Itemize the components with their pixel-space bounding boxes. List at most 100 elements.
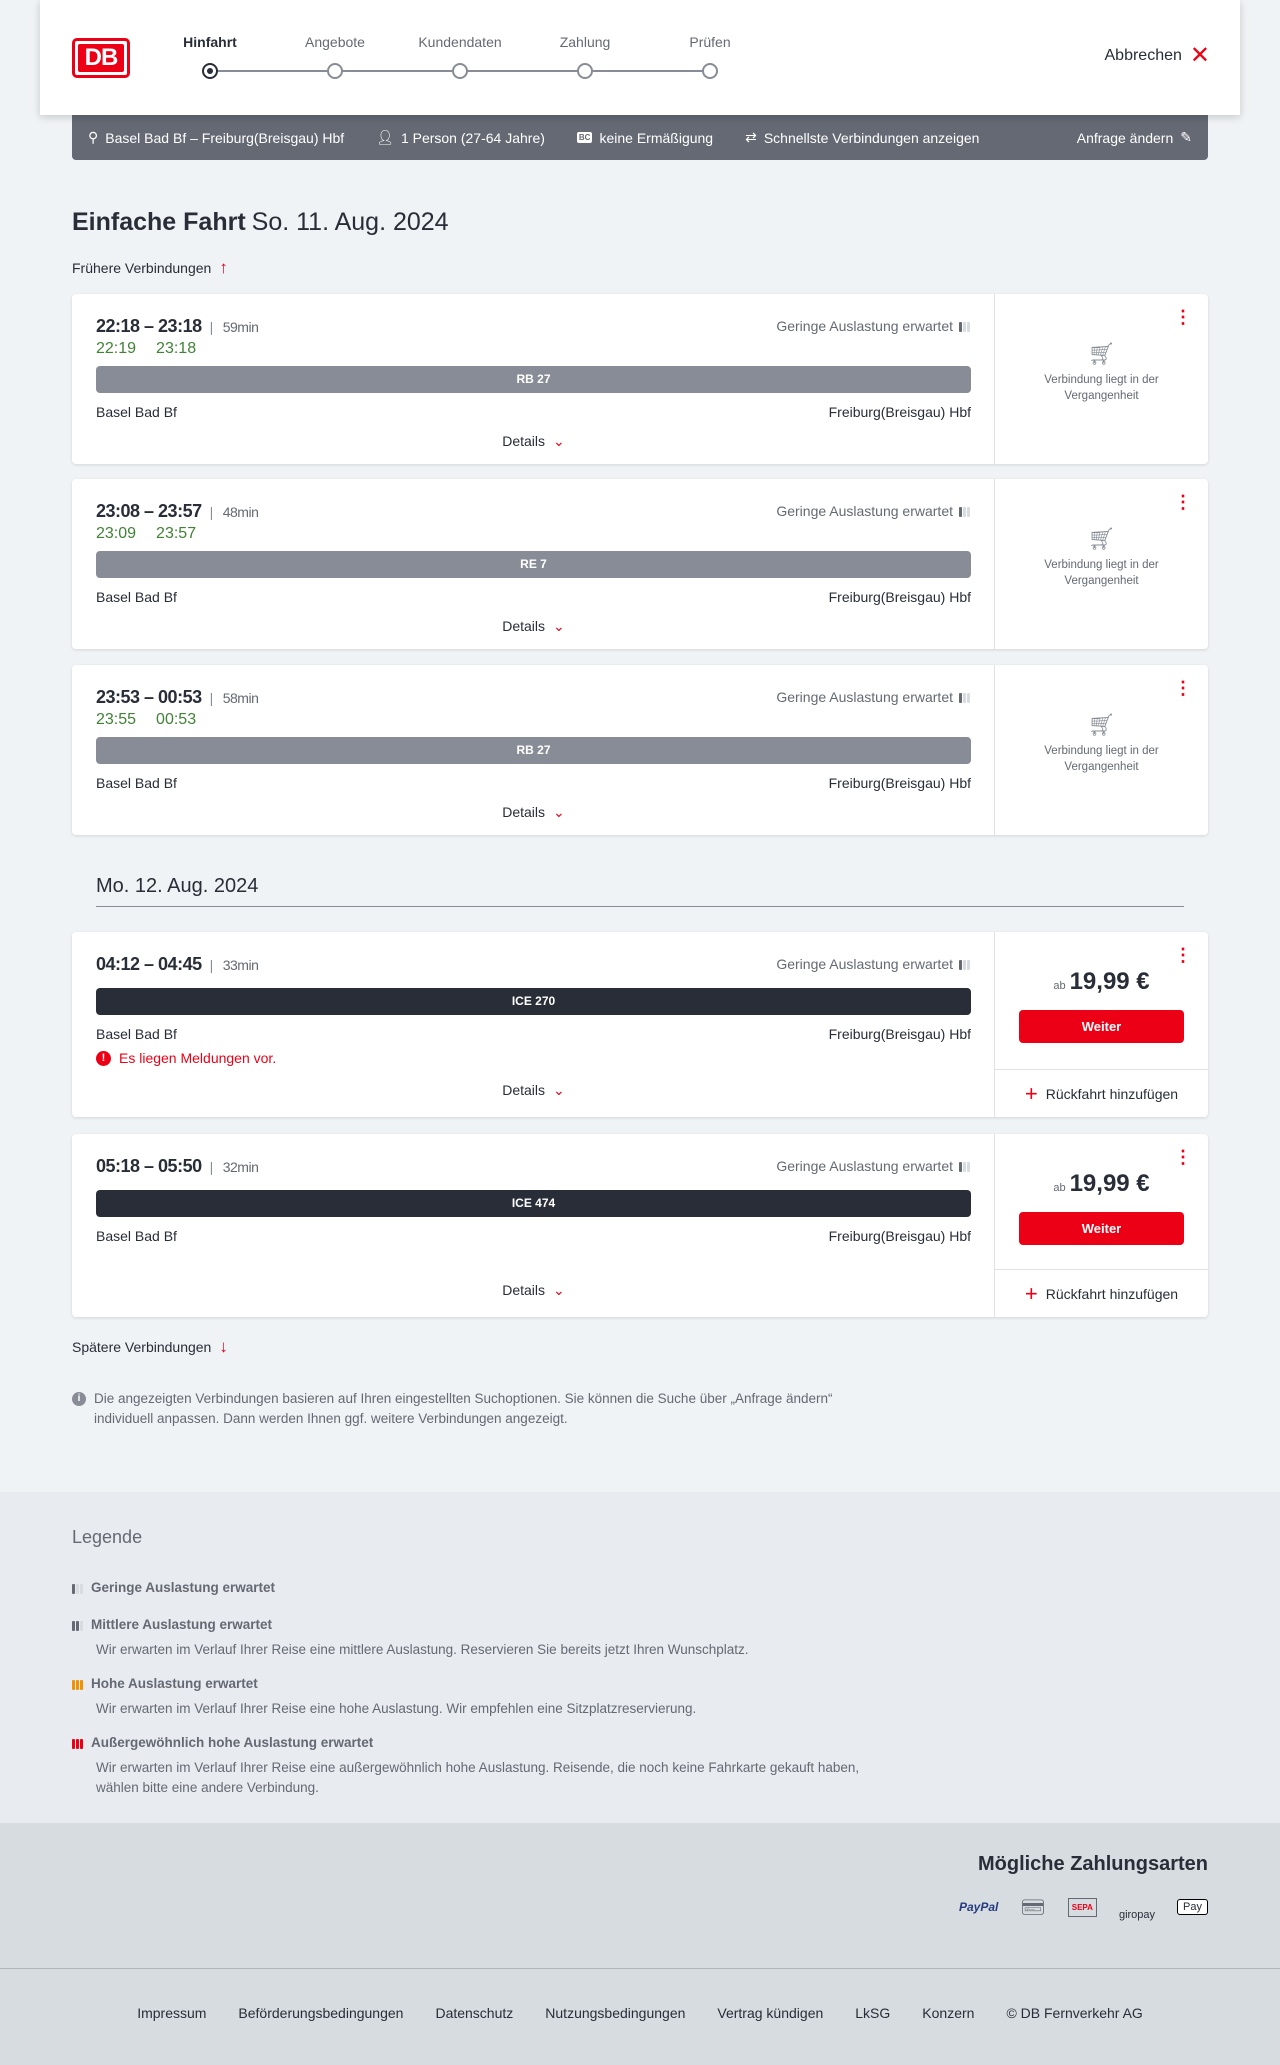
step-indicator[interactable]: [577, 63, 593, 79]
legend-item: Hohe Auslastung erwartet Wir erwarten im …: [72, 1676, 872, 1719]
details-toggle[interactable]: Details ⌄: [72, 1082, 995, 1099]
occupancy-bar: [72, 1620, 75, 1631]
legend-title-text: Außergewöhnlich hohe Auslastung erwartet: [91, 1735, 374, 1750]
add-return-button[interactable]: + Rückfahrt hinzufügen: [995, 1269, 1208, 1317]
cancel-button[interactable]: Abbrechen ✕: [1104, 42, 1211, 69]
footer-link[interactable]: Konzern: [922, 2005, 975, 2021]
times-text: 04:12 – 04:45: [96, 954, 202, 974]
past-connection-notice: 🛒︎ Verbindung liegt in der Vergangenheit: [995, 343, 1208, 404]
paypal-logo: PayPal: [958, 1900, 999, 1914]
legend-title-text: Mittlere Auslastung erwartet: [91, 1617, 273, 1632]
add-return-button[interactable]: + Rückfahrt hinzufügen: [995, 1069, 1208, 1117]
step-indicator[interactable]: [202, 63, 218, 79]
departure-station: Basel Bad Bf: [96, 775, 177, 791]
connection-times: 23:53 – 00:53 58min: [96, 687, 259, 708]
chevron-down-icon: ⌄: [553, 1082, 565, 1098]
more-options-icon[interactable]: ⋮: [1174, 945, 1192, 965]
occupancy-bar: [967, 693, 970, 703]
payment-title: Mögliche Zahlungsarten: [977, 1853, 1208, 1875]
departure-station: Basel Bad Bf: [96, 589, 177, 605]
occupancy-bar: [76, 1679, 79, 1690]
occupancy-icon: [72, 1678, 83, 1690]
cart-unavailable-icon: 🛒︎: [1087, 712, 1116, 737]
past-text: Verbindung liegt in der Vergangenheit: [1044, 745, 1159, 773]
step-label-0[interactable]: Hinfahrt: [183, 34, 237, 50]
price-value: 19,99 €: [1069, 1170, 1150, 1197]
connection-times: 22:18 – 23:18 59min: [96, 316, 259, 337]
realtime-departure: 22:19: [96, 340, 137, 357]
step-indicator[interactable]: [327, 63, 343, 79]
duration: 32min: [210, 1159, 259, 1175]
details-toggle[interactable]: Details ⌄: [72, 618, 995, 635]
step-indicator[interactable]: [702, 63, 718, 79]
footer-link[interactable]: Impressum: [137, 2005, 207, 2021]
realtime-departure: 23:09: [96, 525, 137, 542]
occupancy-bar: [959, 693, 962, 703]
price-prefix: ab: [1053, 1182, 1066, 1194]
bahncard-icon: BC: [576, 132, 593, 143]
continue-button[interactable]: Weiter: [1019, 1010, 1184, 1043]
departure-station: Basel Bad Bf: [96, 1026, 177, 1042]
legend-item-text: Wir erwarten im Verlauf Ihrer Reise eine…: [96, 1701, 697, 1716]
more-options-icon[interactable]: ⋮: [1174, 678, 1192, 698]
price-prefix: ab: [1053, 980, 1066, 992]
occupancy-icon: [959, 1160, 970, 1172]
search-summary-bar: ⚲ Basel Bad Bf – Freiburg(Breisgau) Hbf 👤…: [72, 115, 1208, 160]
footer-link[interactable]: Nutzungsbedingungen: [545, 2005, 686, 2021]
chevron-down-icon: ⌄: [553, 1282, 565, 1298]
step-label-1[interactable]: Angebote: [305, 34, 365, 50]
occupancy-bar: [967, 322, 970, 332]
step-label-4[interactable]: Prüfen: [689, 34, 731, 50]
more-options-icon[interactable]: ⋮: [1174, 492, 1192, 512]
footer-link[interactable]: Vertrag kündigen: [717, 2005, 824, 2021]
occupancy-info: Geringe Auslastung erwartet: [776, 318, 970, 334]
legend-item: Außergewöhnlich hohe Auslastung erwartet…: [72, 1735, 872, 1798]
close-icon: ✕: [1189, 42, 1210, 69]
train-bar[interactable]: ICE 474: [96, 1190, 971, 1217]
offer-panel: ⋮ 🛒︎ Verbindung liegt in der Vergangenheit: [995, 665, 1208, 835]
past-connection-notice: 🛒︎ Verbindung liegt in der Vergangenheit: [995, 712, 1208, 775]
duration: 58min: [210, 690, 259, 706]
location-pin-icon: ⚲: [88, 129, 99, 145]
stations: Basel Bad Bf Freiburg(Breisgau) Hbf: [96, 404, 971, 420]
later-connections-link[interactable]: Spätere Verbindungen ↓: [72, 1337, 228, 1356]
step-label-3[interactable]: Zahlung: [559, 34, 611, 50]
occupancy-bar: [80, 1738, 83, 1749]
train-bar[interactable]: RE 7: [96, 551, 971, 578]
occupancy-bar: [963, 960, 966, 970]
details-toggle[interactable]: Details ⌄: [72, 804, 995, 821]
occupancy-bar: [80, 1620, 83, 1631]
legend-title: Legende: [72, 1527, 143, 1547]
messages-notice[interactable]: ! Es liegen Meldungen vor.: [96, 1050, 276, 1066]
step-label-2[interactable]: Kundendaten: [418, 34, 502, 50]
footer-link[interactable]: © DB Fernverkehr AG: [1006, 2005, 1143, 2021]
footer-link[interactable]: LkSG: [855, 2005, 891, 2021]
details-toggle[interactable]: Details ⌄: [72, 1282, 995, 1299]
offer-panel: ⋮ ab 19,99 € Weiter + Rückfahrt hinzufügen: [995, 932, 1208, 1117]
footer-link[interactable]: Beförderungsbedingungen: [238, 2005, 404, 2021]
earlier-connections-link[interactable]: Frühere Verbindungen ↑: [72, 258, 228, 277]
connection-card: 04:12 – 04:45 33min Geringe Auslastung erw…: [72, 932, 1208, 1117]
sepa-icon: SEPA: [1067, 1897, 1097, 1917]
train-bar[interactable]: RB 27: [96, 737, 971, 764]
db-logo[interactable]: DB: [72, 38, 130, 78]
realtime-times: 23:09 23:57: [96, 525, 196, 543]
fastest-connections-toggle[interactable]: ⇄ Schnellste Verbindungen anzeigen: [745, 129, 980, 146]
continue-button[interactable]: Weiter: [1019, 1212, 1184, 1245]
train-bar[interactable]: RB 27: [96, 366, 971, 393]
footer-link[interactable]: Datenschutz: [435, 2005, 514, 2021]
step-indicator[interactable]: [452, 63, 468, 79]
connection-times: 23:08 – 23:57 48min: [96, 501, 259, 522]
arrival-station: Freiburg(Breisgau) Hbf: [828, 1228, 971, 1244]
pencil-icon: ✎: [1180, 129, 1192, 145]
occupancy-text: Geringe Auslastung erwartet: [776, 318, 953, 334]
occupancy-bar: [76, 1738, 79, 1749]
train-bar[interactable]: ICE 270: [96, 988, 971, 1015]
apple-pay-logo: Pay: [1177, 1899, 1208, 1915]
more-options-icon[interactable]: ⋮: [1174, 307, 1192, 327]
details-toggle[interactable]: Details ⌄: [72, 433, 995, 450]
more-options-icon[interactable]: ⋮: [1174, 1147, 1192, 1167]
connection-card: 23:53 – 00:53 58min Geringe Auslastung erw…: [72, 665, 1208, 835]
edit-request-button[interactable]: Anfrage ändern ✎: [1076, 129, 1192, 146]
duration: 33min: [210, 957, 259, 973]
